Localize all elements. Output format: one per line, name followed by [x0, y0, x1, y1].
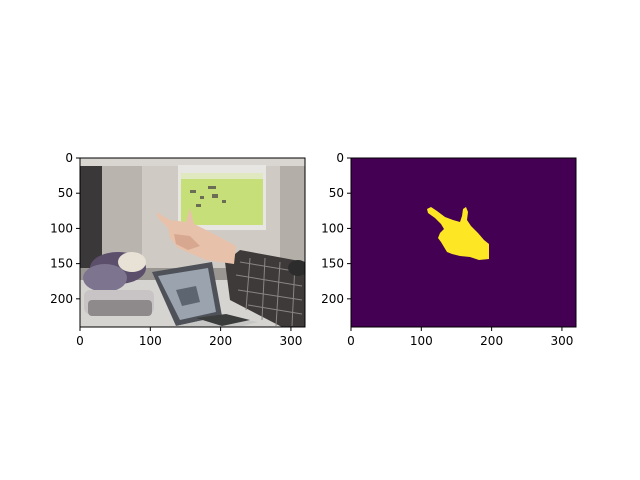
photo-panel: [79, 157, 306, 328]
photo-y-tick-label: 200: [50, 292, 73, 306]
mask-panel: [350, 157, 577, 328]
photo-y-tick-label: 100: [50, 221, 73, 235]
photo-y-tick-label: 50: [58, 186, 73, 200]
photo-x-tick-label: 200: [209, 334, 232, 348]
mask-x-tick-label: 0: [347, 334, 355, 348]
photo-x-tick-label: 0: [76, 334, 84, 348]
photo-frame: [79, 157, 306, 328]
photo-y-tick-label: 0: [65, 151, 73, 165]
photo-image: [80, 158, 305, 327]
photo-x-tick-label: 100: [139, 334, 162, 348]
mask-x-tick-label: 300: [550, 334, 573, 348]
mask-y-tick-label: 100: [321, 221, 344, 235]
mask-frame: [350, 157, 577, 328]
mask-x-tick-label: 200: [480, 334, 503, 348]
hand-mask-region: [427, 207, 489, 260]
mask-y-tick-label: 150: [321, 257, 344, 271]
mask-y-tick-label: 200: [321, 292, 344, 306]
axis-ticks: 0 100 200 300 0 50 100 150 200 0 100 200 300 0 50 100 15…: [50, 151, 573, 348]
mask-x-tick-label: 100: [410, 334, 433, 348]
mask-y-tick-label: 50: [329, 186, 344, 200]
photo-y-tick-label: 150: [50, 257, 73, 271]
photo-x-tick-label: 300: [279, 334, 302, 348]
mask-y-tick-label: 0: [336, 151, 344, 165]
